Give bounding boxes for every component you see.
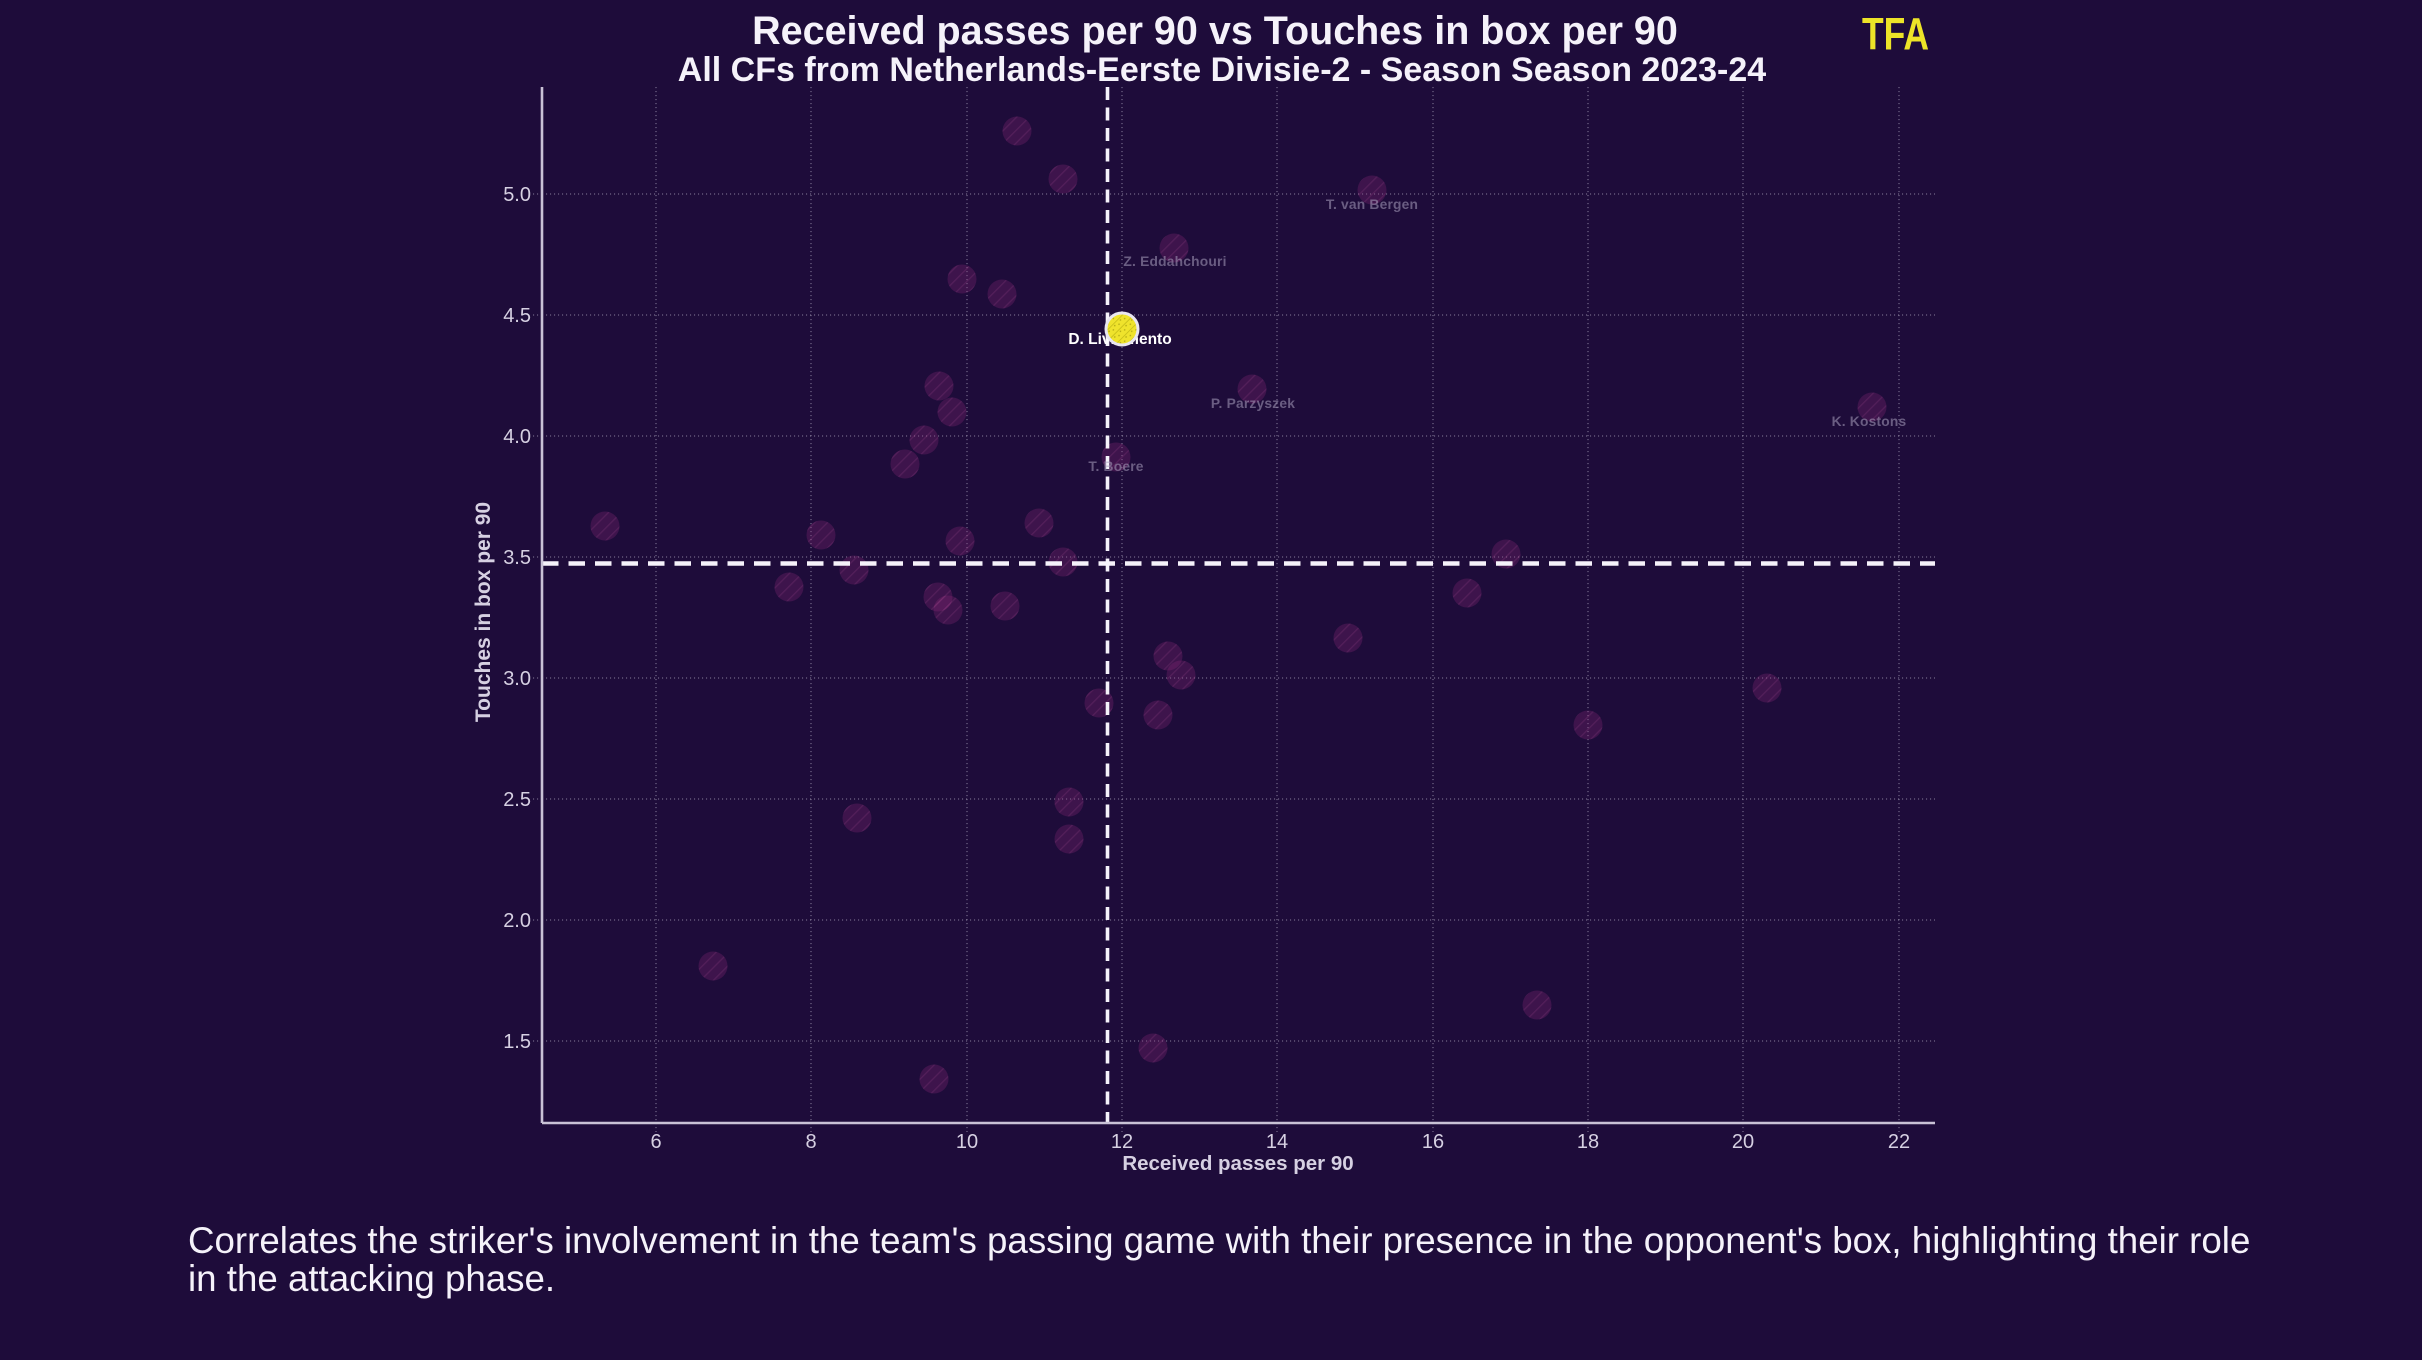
- svg-text:16: 16: [1422, 1131, 1444, 1153]
- svg-text:12: 12: [1111, 1131, 1133, 1153]
- svg-text:T. van Bergen: T. van Bergen: [1326, 197, 1418, 212]
- svg-text:10: 10: [956, 1131, 978, 1153]
- svg-text:22: 22: [1888, 1131, 1910, 1153]
- svg-text:Touches in box per 90: Touches in box per 90: [472, 502, 495, 722]
- svg-text:4.5: 4.5: [503, 305, 531, 327]
- svg-text:Z. Eddahchouri: Z. Eddahchouri: [1123, 254, 1226, 269]
- svg-text:P. Parzyszek: P. Parzyszek: [1211, 396, 1295, 411]
- svg-text:4.0: 4.0: [503, 426, 531, 448]
- svg-text:3.5: 3.5: [503, 547, 531, 569]
- svg-text:3.0: 3.0: [503, 668, 531, 690]
- svg-text:2.5: 2.5: [503, 789, 531, 811]
- svg-text:T. Boere: T. Boere: [1088, 459, 1143, 474]
- svg-text:8: 8: [805, 1131, 816, 1153]
- svg-text:1.5: 1.5: [503, 1031, 531, 1053]
- svg-text:2.0: 2.0: [503, 910, 531, 932]
- svg-text:5.0: 5.0: [503, 184, 531, 206]
- svg-text:All CFs from Netherlands-Eerst: All CFs from Netherlands-Eerste Divisie-…: [678, 51, 1767, 89]
- svg-text:Received passes per 90 vs Touc: Received passes per 90 vs Touches in box…: [752, 9, 1678, 53]
- svg-text:in the attacking phase.: in the attacking phase.: [188, 1258, 555, 1299]
- svg-text:Received passes per 90: Received passes per 90: [1122, 1152, 1353, 1175]
- svg-text:Correlates the striker's invol: Correlates the striker's involvement in …: [188, 1220, 2250, 1261]
- svg-text:K. Kostons: K. Kostons: [1832, 414, 1907, 429]
- svg-text:18: 18: [1577, 1131, 1599, 1153]
- svg-text:20: 20: [1732, 1131, 1754, 1153]
- svg-text:TFA: TFA: [1862, 9, 1929, 60]
- svg-text:14: 14: [1266, 1131, 1288, 1153]
- svg-text:6: 6: [650, 1131, 661, 1153]
